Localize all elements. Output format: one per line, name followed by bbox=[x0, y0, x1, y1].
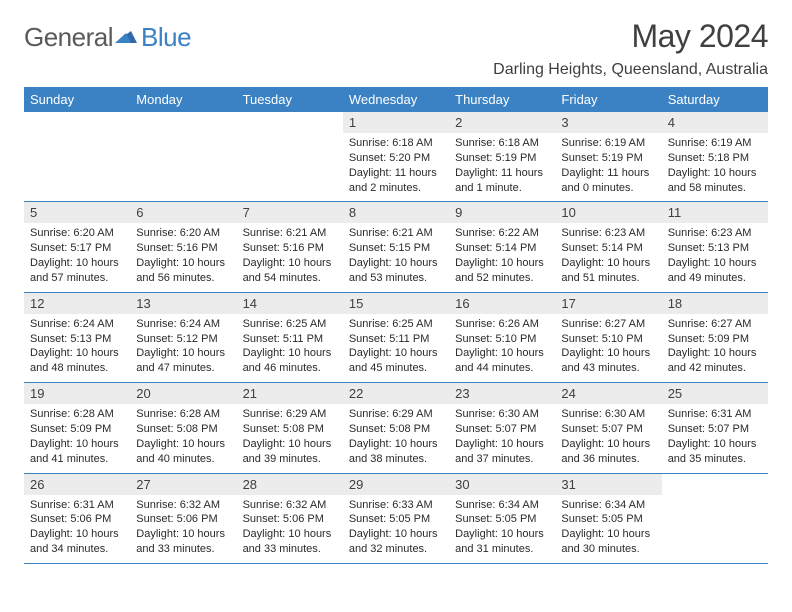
day-number-cell: 17 bbox=[555, 292, 661, 314]
day-detail-cell bbox=[662, 495, 768, 564]
day-number-cell: 12 bbox=[24, 292, 130, 314]
header: General Blue May 2024 Darling Heights, Q… bbox=[24, 18, 768, 79]
weekday-header: Wednesday bbox=[343, 87, 449, 112]
location-label: Darling Heights, Queensland, Australia bbox=[493, 61, 768, 79]
day-detail-cell: Sunrise: 6:30 AM Sunset: 5:07 PM Dayligh… bbox=[449, 404, 555, 473]
day-detail-cell: Sunrise: 6:21 AM Sunset: 5:15 PM Dayligh… bbox=[343, 223, 449, 292]
day-detail-row: Sunrise: 6:18 AM Sunset: 5:20 PM Dayligh… bbox=[24, 133, 768, 202]
day-detail-cell bbox=[24, 133, 130, 202]
day-number-cell: 28 bbox=[237, 473, 343, 495]
day-number-cell: 24 bbox=[555, 383, 661, 405]
weekday-header: Sunday bbox=[24, 87, 130, 112]
day-detail-cell: Sunrise: 6:18 AM Sunset: 5:20 PM Dayligh… bbox=[343, 133, 449, 202]
weekday-header-row: Sunday Monday Tuesday Wednesday Thursday… bbox=[24, 87, 768, 112]
day-number-cell: 30 bbox=[449, 473, 555, 495]
day-number-cell: 22 bbox=[343, 383, 449, 405]
day-detail-cell: Sunrise: 6:30 AM Sunset: 5:07 PM Dayligh… bbox=[555, 404, 661, 473]
day-detail-cell bbox=[237, 133, 343, 202]
day-number-cell bbox=[662, 473, 768, 495]
weekday-header: Saturday bbox=[662, 87, 768, 112]
day-number-cell: 31 bbox=[555, 473, 661, 495]
day-number-cell: 25 bbox=[662, 383, 768, 405]
day-number-cell: 4 bbox=[662, 112, 768, 133]
day-detail-cell: Sunrise: 6:20 AM Sunset: 5:16 PM Dayligh… bbox=[130, 223, 236, 292]
day-number-cell: 9 bbox=[449, 202, 555, 224]
day-number-cell: 15 bbox=[343, 292, 449, 314]
day-number-cell: 19 bbox=[24, 383, 130, 405]
day-number-cell bbox=[24, 112, 130, 133]
day-detail-cell: Sunrise: 6:19 AM Sunset: 5:19 PM Dayligh… bbox=[555, 133, 661, 202]
page-title: May 2024 bbox=[493, 18, 768, 55]
day-detail-row: Sunrise: 6:20 AM Sunset: 5:17 PM Dayligh… bbox=[24, 223, 768, 292]
day-detail-cell: Sunrise: 6:18 AM Sunset: 5:19 PM Dayligh… bbox=[449, 133, 555, 202]
day-detail-row: Sunrise: 6:28 AM Sunset: 5:09 PM Dayligh… bbox=[24, 404, 768, 473]
day-number-cell: 27 bbox=[130, 473, 236, 495]
day-detail-cell: Sunrise: 6:31 AM Sunset: 5:07 PM Dayligh… bbox=[662, 404, 768, 473]
day-detail-cell: Sunrise: 6:27 AM Sunset: 5:10 PM Dayligh… bbox=[555, 314, 661, 383]
day-detail-cell: Sunrise: 6:25 AM Sunset: 5:11 PM Dayligh… bbox=[237, 314, 343, 383]
day-detail-cell: Sunrise: 6:29 AM Sunset: 5:08 PM Dayligh… bbox=[343, 404, 449, 473]
weekday-header: Monday bbox=[130, 87, 236, 112]
day-number-cell: 7 bbox=[237, 202, 343, 224]
day-number-row: 19202122232425 bbox=[24, 383, 768, 405]
day-number-cell: 2 bbox=[449, 112, 555, 133]
day-number-cell: 10 bbox=[555, 202, 661, 224]
day-number-cell: 1 bbox=[343, 112, 449, 133]
day-detail-row: Sunrise: 6:31 AM Sunset: 5:06 PM Dayligh… bbox=[24, 495, 768, 564]
weekday-header: Friday bbox=[555, 87, 661, 112]
day-number-row: 12131415161718 bbox=[24, 292, 768, 314]
day-number-cell: 29 bbox=[343, 473, 449, 495]
day-detail-cell: Sunrise: 6:34 AM Sunset: 5:05 PM Dayligh… bbox=[449, 495, 555, 564]
day-number-row: 567891011 bbox=[24, 202, 768, 224]
day-detail-cell: Sunrise: 6:19 AM Sunset: 5:18 PM Dayligh… bbox=[662, 133, 768, 202]
day-number-cell: 18 bbox=[662, 292, 768, 314]
day-detail-cell: Sunrise: 6:26 AM Sunset: 5:10 PM Dayligh… bbox=[449, 314, 555, 383]
day-number-row: 262728293031 bbox=[24, 473, 768, 495]
day-number-cell: 8 bbox=[343, 202, 449, 224]
day-detail-cell: Sunrise: 6:28 AM Sunset: 5:09 PM Dayligh… bbox=[24, 404, 130, 473]
day-number-cell: 6 bbox=[130, 202, 236, 224]
day-number-cell: 20 bbox=[130, 383, 236, 405]
day-number-cell: 11 bbox=[662, 202, 768, 224]
day-detail-cell: Sunrise: 6:23 AM Sunset: 5:13 PM Dayligh… bbox=[662, 223, 768, 292]
day-detail-cell: Sunrise: 6:28 AM Sunset: 5:08 PM Dayligh… bbox=[130, 404, 236, 473]
day-number-cell: 5 bbox=[24, 202, 130, 224]
day-detail-cell: Sunrise: 6:29 AM Sunset: 5:08 PM Dayligh… bbox=[237, 404, 343, 473]
weekday-header: Tuesday bbox=[237, 87, 343, 112]
logo-text-blue: Blue bbox=[141, 22, 191, 53]
day-detail-cell: Sunrise: 6:31 AM Sunset: 5:06 PM Dayligh… bbox=[24, 495, 130, 564]
title-block: May 2024 Darling Heights, Queensland, Au… bbox=[493, 18, 768, 79]
day-number-cell: 26 bbox=[24, 473, 130, 495]
day-detail-cell: Sunrise: 6:20 AM Sunset: 5:17 PM Dayligh… bbox=[24, 223, 130, 292]
triangle-icon bbox=[115, 27, 137, 50]
day-number-row: 1234 bbox=[24, 112, 768, 133]
weekday-header: Thursday bbox=[449, 87, 555, 112]
day-detail-cell: Sunrise: 6:24 AM Sunset: 5:13 PM Dayligh… bbox=[24, 314, 130, 383]
day-number-cell: 16 bbox=[449, 292, 555, 314]
day-number-cell: 21 bbox=[237, 383, 343, 405]
day-detail-cell: Sunrise: 6:25 AM Sunset: 5:11 PM Dayligh… bbox=[343, 314, 449, 383]
day-number-cell: 23 bbox=[449, 383, 555, 405]
day-detail-cell: Sunrise: 6:27 AM Sunset: 5:09 PM Dayligh… bbox=[662, 314, 768, 383]
day-detail-cell: Sunrise: 6:32 AM Sunset: 5:06 PM Dayligh… bbox=[237, 495, 343, 564]
day-number-cell: 14 bbox=[237, 292, 343, 314]
day-detail-cell bbox=[130, 133, 236, 202]
day-detail-cell: Sunrise: 6:23 AM Sunset: 5:14 PM Dayligh… bbox=[555, 223, 661, 292]
day-number-cell: 13 bbox=[130, 292, 236, 314]
day-number-cell bbox=[237, 112, 343, 133]
day-detail-row: Sunrise: 6:24 AM Sunset: 5:13 PM Dayligh… bbox=[24, 314, 768, 383]
day-number-cell: 3 bbox=[555, 112, 661, 133]
day-number-cell bbox=[130, 112, 236, 133]
day-detail-cell: Sunrise: 6:34 AM Sunset: 5:05 PM Dayligh… bbox=[555, 495, 661, 564]
calendar-table: Sunday Monday Tuesday Wednesday Thursday… bbox=[24, 87, 768, 564]
logo: General Blue bbox=[24, 18, 191, 53]
day-detail-cell: Sunrise: 6:21 AM Sunset: 5:16 PM Dayligh… bbox=[237, 223, 343, 292]
logo-text-general: General bbox=[24, 22, 113, 53]
day-detail-cell: Sunrise: 6:22 AM Sunset: 5:14 PM Dayligh… bbox=[449, 223, 555, 292]
day-detail-cell: Sunrise: 6:24 AM Sunset: 5:12 PM Dayligh… bbox=[130, 314, 236, 383]
day-detail-cell: Sunrise: 6:33 AM Sunset: 5:05 PM Dayligh… bbox=[343, 495, 449, 564]
day-detail-cell: Sunrise: 6:32 AM Sunset: 5:06 PM Dayligh… bbox=[130, 495, 236, 564]
